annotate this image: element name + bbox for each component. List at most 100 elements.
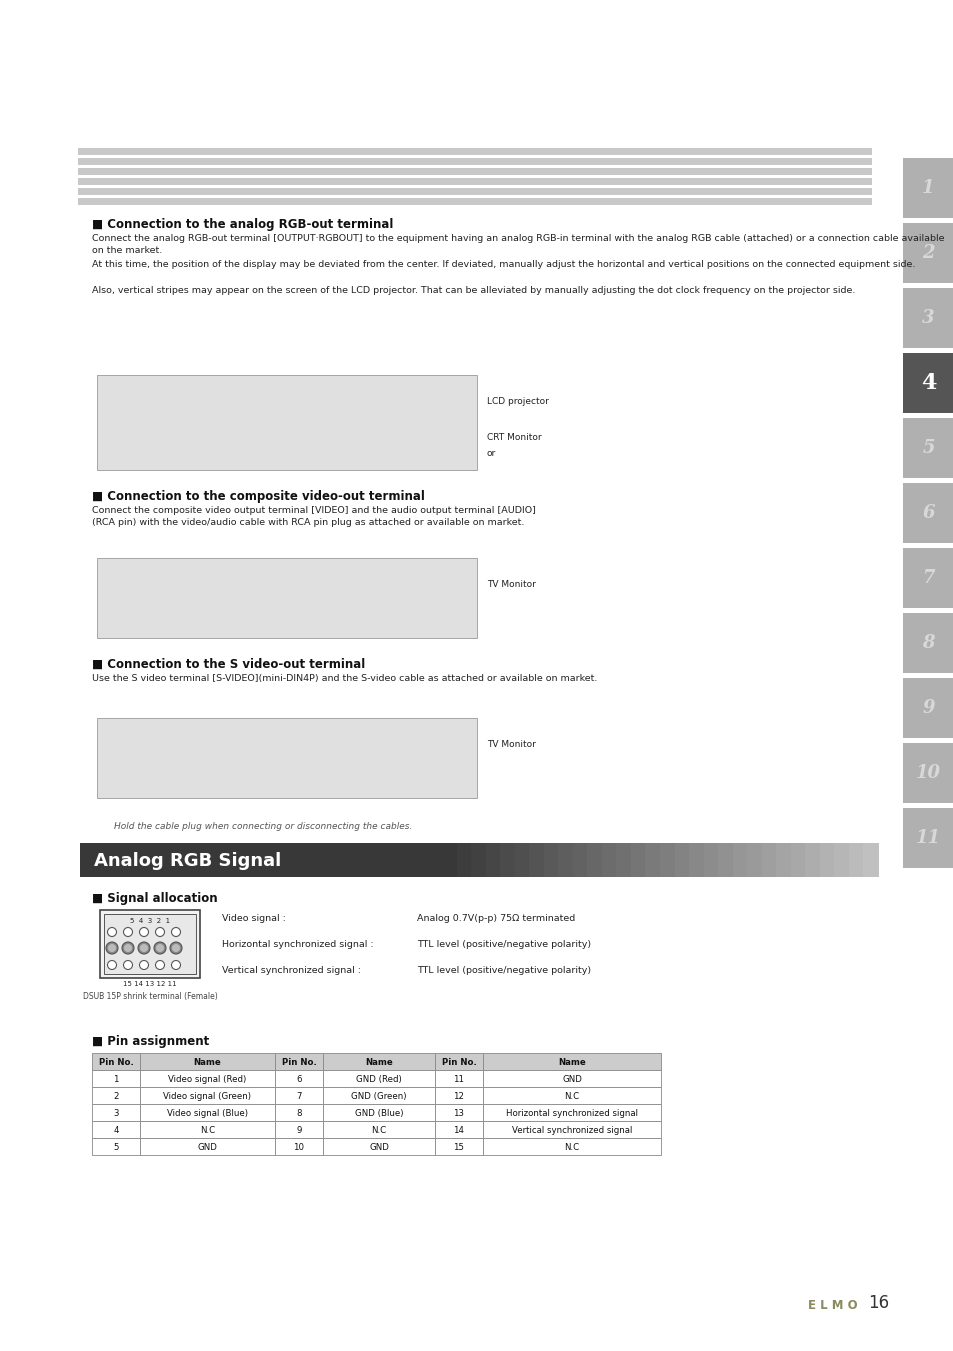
Bar [441,843,457,877]
Text: At this time, the position of the display may be deviated from the center. If de: At this time, the position of the displa… [91,259,915,269]
Bar [274,1104,323,1121]
Circle shape [122,942,133,954]
Bar [91,1138,140,1155]
Text: or: or [486,449,496,458]
Bar [834,843,849,877]
Text: Horizontal synchronized signal :: Horizontal synchronized signal : [222,940,374,948]
Bar [482,1121,660,1138]
Text: 13: 13 [453,1109,464,1119]
Bar [862,843,878,877]
Text: Hold the cable plug when connecting or disconnecting the cables.: Hold the cable plug when connecting or d… [113,821,412,831]
Bar [543,843,558,877]
Text: Video signal (Green): Video signal (Green) [163,1092,252,1101]
Text: Vertical synchronized signal: Vertical synchronized signal [511,1125,632,1135]
Bar [674,843,689,877]
Bar [482,1138,660,1155]
Text: 5: 5 [922,439,934,457]
Circle shape [124,944,132,952]
Text: Pin No.: Pin No. [98,1058,133,1067]
Text: ■ Signal allocation: ■ Signal allocation [91,892,217,905]
Text: 4: 4 [920,372,935,394]
Bar [456,843,472,877]
Bar [776,843,791,877]
Bar [587,843,602,877]
Bar [902,678,953,738]
Text: 3: 3 [922,309,934,327]
Circle shape [156,944,164,952]
Text: Analog 0.7V(p-p) 75Ω terminated: Analog 0.7V(p-p) 75Ω terminated [416,915,575,923]
Bar [482,1070,660,1088]
Bar [323,1070,435,1088]
Text: 9: 9 [296,1125,301,1135]
Text: 15: 15 [453,1143,464,1152]
Circle shape [155,928,164,936]
Bar [645,843,660,877]
Bar [274,1070,323,1088]
Bar [323,1121,435,1138]
Circle shape [172,961,180,970]
Bar [572,843,588,877]
Bar [274,1088,323,1104]
Text: ■ Connection to the composite video-out terminal: ■ Connection to the composite video-out … [91,490,424,503]
Text: 1: 1 [922,178,934,197]
Bar [140,1088,274,1104]
Text: ■ Pin assignment: ■ Pin assignment [91,1035,209,1048]
Bar [435,1138,482,1155]
Text: TV Monitor: TV Monitor [486,740,536,748]
Bar [902,743,953,802]
Bar [78,199,871,205]
Bar [902,808,953,867]
Circle shape [139,928,149,936]
Bar [80,843,877,877]
Text: Horizontal synchronized signal: Horizontal synchronized signal [505,1109,638,1119]
Bar [902,223,953,282]
Text: Pin No.: Pin No. [441,1058,476,1067]
Circle shape [108,961,116,970]
Bar [78,168,871,176]
Circle shape [106,942,118,954]
Text: 2: 2 [922,245,934,262]
Text: 2: 2 [113,1092,118,1101]
Bar [558,843,573,877]
Bar [902,158,953,218]
Circle shape [123,928,132,936]
Text: 12: 12 [453,1092,464,1101]
Text: TTL level (positive/negative polarity): TTL level (positive/negative polarity) [416,966,591,975]
Bar [819,843,835,877]
Bar [140,1052,274,1070]
Text: ■ Connection to the analog RGB-out terminal: ■ Connection to the analog RGB-out termi… [91,218,393,231]
Bar [104,915,195,974]
Circle shape [170,942,182,954]
Text: E L M O: E L M O [807,1300,857,1312]
Bar [78,158,871,165]
Bar [790,843,805,877]
Circle shape [172,944,180,952]
Text: GND: GND [561,1075,581,1084]
Bar [91,1052,140,1070]
Bar [274,1052,323,1070]
Circle shape [172,928,180,936]
Bar [902,484,953,543]
Text: Analog RGB Signal: Analog RGB Signal [94,852,281,870]
Bar [499,843,516,877]
Bar [616,843,631,877]
Text: Video signal (Blue): Video signal (Blue) [167,1109,248,1119]
Text: GND: GND [369,1143,389,1152]
Text: Also, vertical stripes may appear on the screen of the LCD projector. That can b: Also, vertical stripes may appear on the… [91,286,855,295]
Text: GND (Blue): GND (Blue) [355,1109,403,1119]
Bar [274,1138,323,1155]
Text: N.C: N.C [200,1125,214,1135]
Circle shape [123,961,132,970]
Text: 1: 1 [113,1075,118,1084]
Bar [78,188,871,195]
Text: 15 14 13 12 11: 15 14 13 12 11 [123,981,176,988]
Text: DSUB 15P shrink terminal (Female): DSUB 15P shrink terminal (Female) [83,992,217,1001]
Bar [718,843,733,877]
Bar [140,1138,274,1155]
Bar [471,843,486,877]
Bar [435,1121,482,1138]
Text: 6: 6 [296,1075,301,1084]
Bar [902,549,953,608]
Text: 6: 6 [922,504,934,521]
Bar [902,417,953,478]
